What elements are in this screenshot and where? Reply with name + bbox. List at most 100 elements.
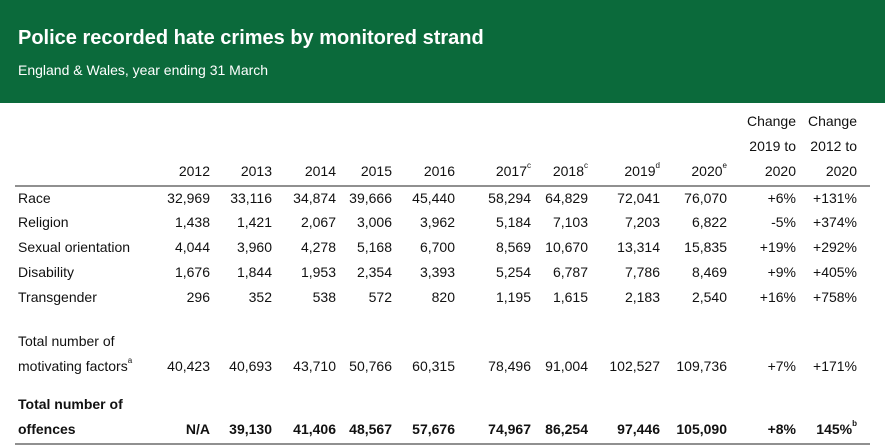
column-header: 2013 bbox=[241, 163, 272, 179]
cell: 2,354 bbox=[357, 264, 392, 280]
cell-text: 15,835 bbox=[684, 239, 727, 255]
cell: 1,195 bbox=[496, 289, 531, 305]
cell-text: 32,969 bbox=[167, 190, 210, 206]
cell-text: 3,962 bbox=[420, 214, 455, 230]
cell-text: N/A bbox=[186, 421, 210, 437]
cell: 33,116 bbox=[230, 190, 272, 206]
cell-text: +8% bbox=[768, 421, 797, 437]
cell-text: 48,567 bbox=[349, 421, 392, 437]
cell-text: +19% bbox=[760, 239, 796, 255]
row-label: Religion bbox=[18, 214, 69, 230]
cell-text: 8,469 bbox=[692, 264, 727, 280]
cell: 3,006 bbox=[357, 214, 392, 230]
cell-text: 296 bbox=[187, 289, 211, 305]
cell: 39,130 bbox=[229, 421, 272, 437]
cell: 109,736 bbox=[676, 358, 727, 374]
cell-text: 45,440 bbox=[412, 190, 455, 206]
cell: 8,469 bbox=[692, 264, 727, 280]
cell: 1,438 bbox=[175, 214, 210, 230]
cell-text: 41,406 bbox=[293, 421, 336, 437]
cell: 32,969 bbox=[167, 190, 210, 206]
cell-text: 86,254 bbox=[545, 421, 588, 437]
row-label-text: Total number of bbox=[18, 333, 115, 349]
cell: 7,786 bbox=[625, 264, 660, 280]
cell: 40,693 bbox=[229, 358, 272, 374]
cell: 7,203 bbox=[625, 214, 660, 230]
cell: 2,067 bbox=[301, 214, 336, 230]
cell-text: 3,960 bbox=[237, 239, 272, 255]
row-label: Transgender bbox=[18, 289, 97, 305]
row-label-text: Religion bbox=[18, 214, 69, 230]
cell-text: 40,423 bbox=[167, 358, 210, 374]
cell-text: 13,314 bbox=[617, 239, 660, 255]
cell: 41,406 bbox=[293, 421, 336, 437]
cell: 538 bbox=[313, 289, 337, 305]
cell-text: 572 bbox=[369, 289, 393, 305]
cell: +292% bbox=[813, 239, 857, 255]
row-label-text: Race bbox=[18, 190, 51, 206]
cell-text: +7% bbox=[768, 358, 796, 374]
cell: 105,090 bbox=[676, 421, 727, 437]
cell-text: 1,953 bbox=[301, 264, 336, 280]
column-header-text: Change bbox=[747, 113, 796, 129]
row-label-text: motivating factors bbox=[18, 358, 128, 374]
superscript: b bbox=[852, 419, 857, 428]
cell-text: +171% bbox=[813, 358, 857, 374]
row-label-text: offences bbox=[18, 421, 76, 437]
cell: 4,278 bbox=[301, 239, 336, 255]
column-header-text: 2019 to bbox=[749, 138, 796, 154]
cell-text: 74,967 bbox=[488, 421, 531, 437]
cell: 5,168 bbox=[357, 239, 392, 255]
superscript: a bbox=[128, 356, 133, 365]
subtitle: England & Wales, year ending 31 March bbox=[18, 62, 269, 78]
column-header: 2014 bbox=[305, 163, 336, 179]
column-header: Change bbox=[808, 113, 857, 129]
cell: 6,700 bbox=[420, 239, 455, 255]
row-label-text: Transgender bbox=[18, 289, 97, 305]
cell-text: 3,006 bbox=[357, 214, 392, 230]
superscript: c bbox=[584, 161, 588, 170]
cell-text: 3,393 bbox=[420, 264, 455, 280]
cell: 1,615 bbox=[553, 289, 588, 305]
cell: 78,496 bbox=[488, 358, 531, 374]
cell: 3,393 bbox=[420, 264, 455, 280]
cell: 145%b bbox=[816, 419, 857, 437]
cell-text: 33,116 bbox=[230, 190, 272, 206]
cell-text: +405% bbox=[813, 264, 857, 280]
cell-text: 78,496 bbox=[488, 358, 531, 374]
cell-text: 1,421 bbox=[237, 214, 272, 230]
column-header-text: 2020 bbox=[765, 163, 796, 179]
column-header-text: 2020 bbox=[826, 163, 857, 179]
cell: 39,666 bbox=[349, 190, 392, 206]
cell-text: 39,666 bbox=[349, 190, 392, 206]
cell-text: 1,195 bbox=[496, 289, 531, 305]
cell-text: 58,294 bbox=[488, 190, 531, 206]
column-header: 2016 bbox=[424, 163, 455, 179]
cell: 3,960 bbox=[237, 239, 272, 255]
cell-text: 2,540 bbox=[692, 289, 727, 305]
row-label: offences bbox=[18, 421, 76, 437]
row-label-text: Sexual orientation bbox=[18, 239, 130, 255]
cell: 2,183 bbox=[625, 289, 660, 305]
cell-text: 72,041 bbox=[617, 190, 660, 206]
header-band: Police recorded hate crimes by monitored… bbox=[0, 0, 885, 103]
column-header: 2017c bbox=[496, 161, 531, 179]
cell: 4,044 bbox=[175, 239, 210, 255]
column-header: 2020 bbox=[826, 163, 857, 179]
cell: 64,829 bbox=[545, 190, 588, 206]
cell: 91,004 bbox=[545, 358, 588, 374]
column-header-text: Change bbox=[808, 113, 857, 129]
row-label-text: Disability bbox=[18, 264, 74, 280]
cell: +16% bbox=[760, 289, 796, 305]
cell: 1,421 bbox=[237, 214, 272, 230]
cell: 60,315 bbox=[412, 358, 455, 374]
cell-text: 5,184 bbox=[496, 214, 531, 230]
column-header-text: 2015 bbox=[361, 163, 392, 179]
cell: 43,710 bbox=[293, 358, 336, 374]
cell-text: -5% bbox=[771, 214, 796, 230]
cell-text: 91,004 bbox=[545, 358, 588, 374]
cell: 1,953 bbox=[301, 264, 336, 280]
column-header: 2018c bbox=[553, 161, 588, 179]
column-header: 2020e bbox=[691, 161, 727, 179]
cell: 58,294 bbox=[488, 190, 531, 206]
